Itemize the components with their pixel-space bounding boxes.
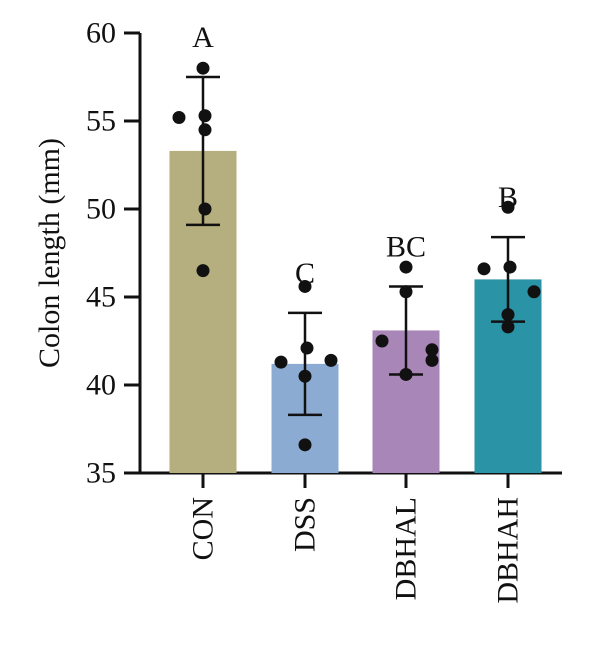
data-point-dbhal	[375, 334, 389, 348]
x-category-label-con: CON	[187, 497, 220, 560]
y-tick-label: 55	[86, 105, 116, 138]
y-axis-title: Colon length (mm)	[33, 138, 66, 368]
data-point-dss	[274, 355, 288, 369]
data-point-dbhal	[399, 285, 413, 299]
data-point-dbhah	[501, 200, 515, 214]
data-point-con	[198, 202, 212, 216]
y-tick-label: 40	[86, 369, 116, 402]
y-tick-label: 35	[86, 457, 116, 490]
data-point-dbhah	[501, 320, 515, 334]
x-category-label-dss: DSS	[289, 497, 322, 552]
significance-letter-dbhah: B	[498, 181, 518, 214]
data-point-dbhah	[477, 262, 491, 276]
significance-letter-con: A	[192, 21, 214, 54]
data-point-con	[172, 110, 186, 124]
data-point-dbhal	[425, 343, 439, 357]
data-point-dbhah	[501, 308, 515, 322]
data-point-dbhah	[527, 285, 541, 299]
data-point-dbhal	[399, 260, 413, 274]
x-category-label-dbhal: DBHAL	[390, 497, 423, 600]
data-point-con	[196, 264, 210, 278]
data-point-dss	[298, 369, 312, 383]
data-point-dbhal	[425, 353, 439, 367]
data-point-con	[198, 109, 212, 123]
significance-letter-dss: C	[295, 257, 315, 290]
y-tick-label: 50	[86, 193, 116, 226]
data-point-dss	[324, 353, 338, 367]
significance-letter-dbhal: BC	[386, 230, 426, 263]
data-point-dbhah	[503, 260, 517, 274]
data-point-dss	[298, 279, 312, 293]
data-point-con	[198, 123, 212, 137]
data-point-dbhal	[399, 367, 413, 381]
data-point-con	[196, 61, 210, 75]
x-category-label-dbhah: DBHAH	[492, 497, 525, 604]
data-point-dss	[300, 341, 314, 355]
data-point-dss	[298, 438, 312, 452]
y-tick-label: 60	[86, 17, 116, 50]
y-tick-label: 45	[86, 281, 116, 314]
